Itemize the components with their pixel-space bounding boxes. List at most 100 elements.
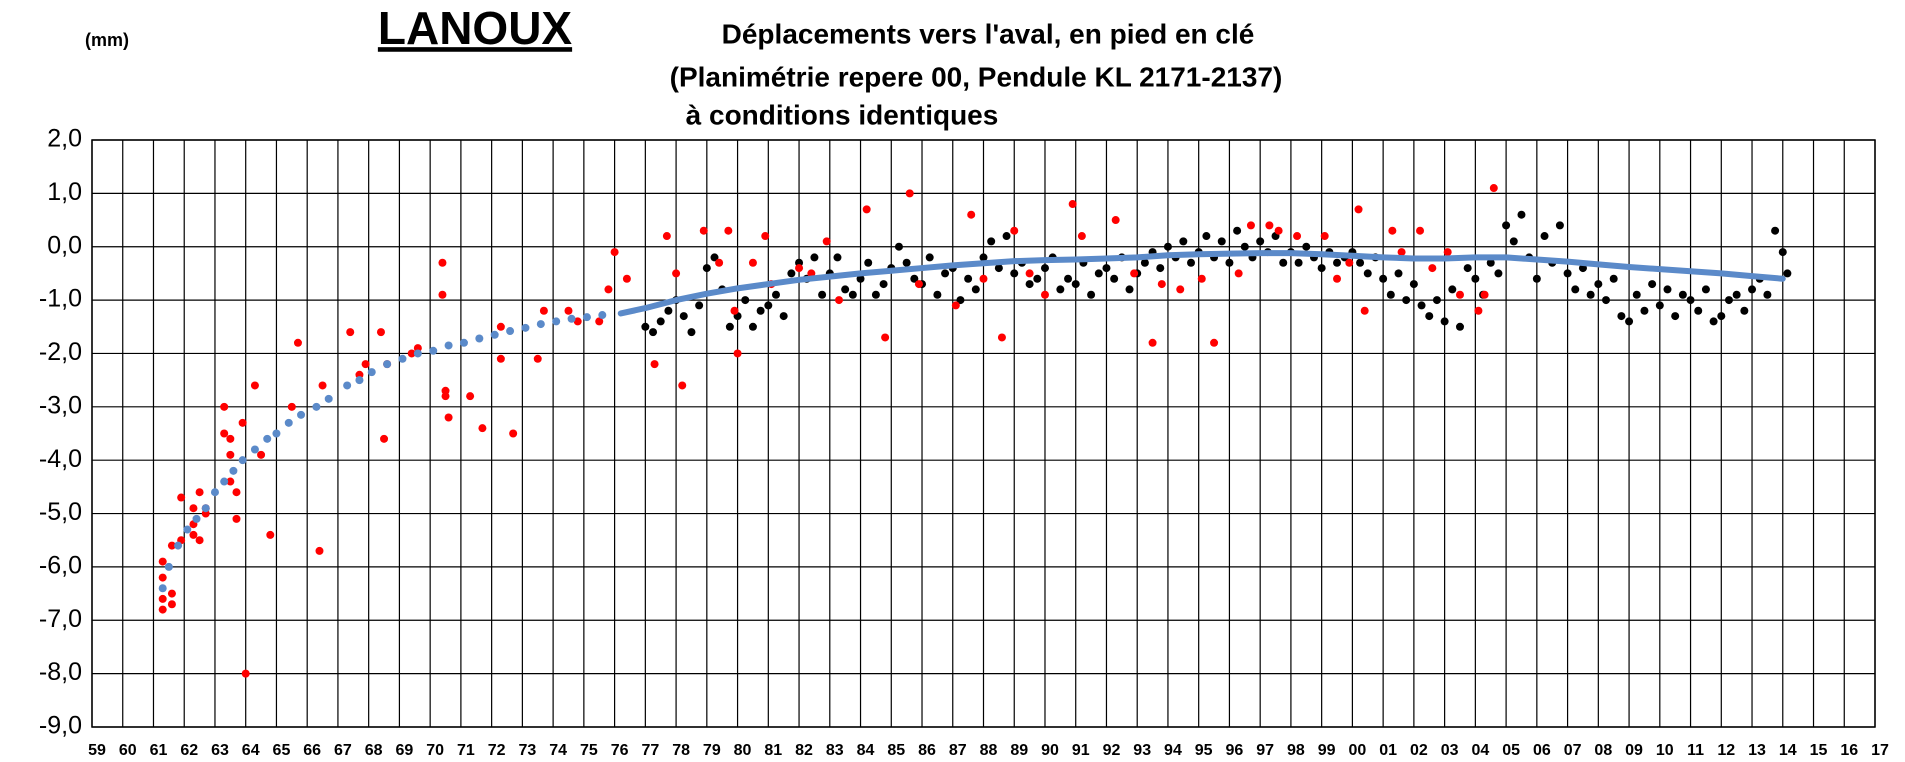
data-point — [810, 253, 819, 262]
data-point — [1363, 269, 1372, 278]
data-point — [1648, 280, 1657, 289]
data-point — [1474, 306, 1483, 315]
data-point — [220, 477, 229, 486]
data-point — [1320, 232, 1329, 241]
x-tick-label: 65 — [273, 742, 291, 759]
data-point — [971, 285, 980, 294]
data-point — [1265, 221, 1274, 230]
data-point — [238, 418, 247, 427]
data-point — [1602, 296, 1611, 305]
x-tick-label: 99 — [1318, 742, 1336, 759]
x-tick-label: 93 — [1133, 742, 1151, 759]
data-point — [1663, 285, 1672, 294]
x-tick-label: 73 — [518, 742, 536, 759]
x-tick-label: 77 — [641, 742, 659, 759]
x-tick-label: 12 — [1717, 742, 1735, 759]
x-tick-label: 05 — [1502, 742, 1520, 759]
data-point — [1333, 274, 1342, 283]
data-point — [925, 253, 934, 262]
data-point — [1625, 317, 1634, 326]
data-point — [1443, 248, 1452, 257]
data-point — [1210, 338, 1219, 347]
data-point — [195, 536, 204, 545]
data-point — [979, 253, 988, 262]
plot-border — [91, 139, 1876, 728]
x-tick-label: 76 — [611, 742, 629, 759]
data-point — [250, 381, 259, 390]
data-point — [1748, 285, 1757, 294]
data-point — [787, 269, 796, 278]
chart-title: LANOUX — [378, 2, 573, 54]
data-point — [1671, 312, 1680, 321]
data-point — [641, 322, 650, 331]
data-point — [1571, 285, 1580, 294]
data-point — [192, 514, 201, 523]
y-tick-label: -5,0 — [39, 498, 82, 526]
data-point — [380, 434, 389, 443]
x-tick-label: 10 — [1656, 742, 1674, 759]
data-point — [1094, 269, 1103, 278]
x-tick-label: 07 — [1564, 742, 1582, 759]
data-point — [1540, 232, 1549, 241]
x-tick-label: 82 — [795, 742, 813, 759]
data-point — [257, 450, 266, 459]
x-tick-label: 87 — [949, 742, 967, 759]
data-point — [1056, 285, 1065, 294]
data-point — [496, 322, 505, 331]
data-point — [226, 434, 235, 443]
x-tick-label: 06 — [1533, 742, 1551, 759]
data-point — [1532, 274, 1541, 283]
x-tick-label: 94 — [1164, 742, 1182, 759]
y-tick-label: -1,0 — [39, 285, 82, 313]
x-tick-label: 80 — [734, 742, 752, 759]
data-point — [1025, 269, 1034, 278]
data-point — [894, 242, 903, 251]
data-point — [662, 232, 671, 241]
data-point — [536, 320, 545, 329]
data-point — [238, 456, 247, 465]
data-point — [1455, 322, 1464, 331]
data-point — [496, 354, 505, 363]
data-point — [1225, 258, 1234, 267]
data-point — [1345, 258, 1354, 267]
data-point — [795, 264, 804, 273]
data-point — [1563, 269, 1572, 278]
x-tick-label: 61 — [150, 742, 168, 759]
x-tick-label: 02 — [1410, 742, 1428, 759]
data-point — [1068, 200, 1077, 209]
data-point — [1425, 312, 1434, 321]
data-point — [715, 258, 724, 267]
data-point — [1494, 269, 1503, 278]
y-tick-label: 1,0 — [47, 178, 82, 206]
data-point — [724, 226, 733, 235]
data-point — [266, 530, 275, 539]
data-point — [1678, 290, 1687, 299]
data-point — [1240, 242, 1249, 251]
x-tick-label: 72 — [488, 742, 506, 759]
data-point — [967, 210, 976, 219]
data-point — [210, 488, 219, 497]
data-point — [1740, 306, 1749, 315]
data-point — [241, 669, 250, 678]
data-point — [1157, 280, 1166, 289]
data-point — [1071, 280, 1080, 289]
data-point — [539, 306, 548, 315]
data-point — [1294, 258, 1303, 267]
data-point — [164, 562, 173, 571]
data-point — [158, 605, 167, 614]
x-tick-label: 71 — [457, 742, 475, 759]
data-point — [818, 290, 827, 299]
data-point — [1293, 232, 1302, 241]
data-point — [466, 392, 475, 401]
data-point — [315, 546, 324, 555]
data-point — [346, 328, 355, 337]
chart-subtitle: à conditions identiques — [686, 99, 999, 130]
x-tick-label: 01 — [1379, 742, 1397, 759]
data-point — [730, 306, 739, 315]
data-point — [1217, 237, 1226, 246]
data-point — [1594, 280, 1603, 289]
y-tick-label: -7,0 — [39, 605, 82, 633]
x-tick-label: 64 — [242, 742, 260, 759]
data-point — [183, 525, 192, 534]
